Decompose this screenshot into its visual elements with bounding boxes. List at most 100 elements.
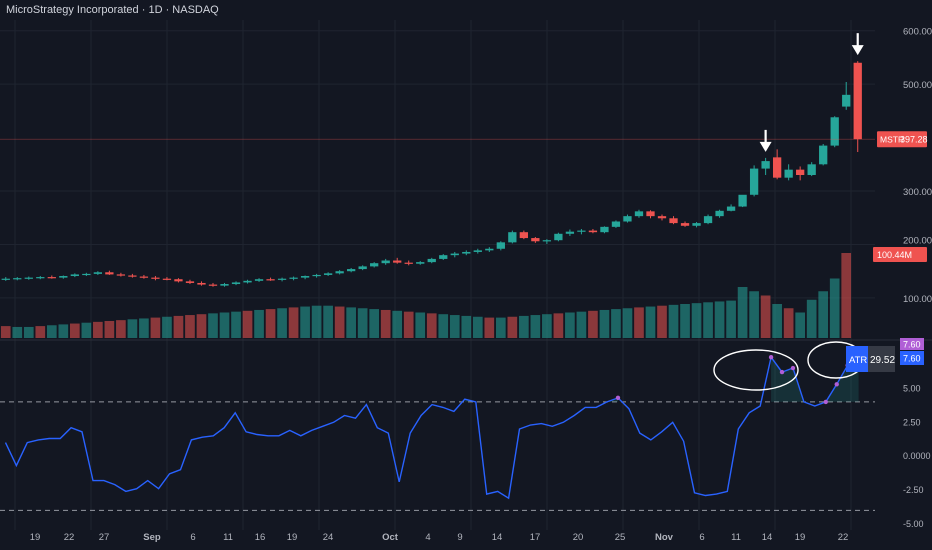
time-tick-label: 19 — [795, 532, 806, 543]
volume-bar — [530, 315, 541, 338]
atr-line — [4, 352, 860, 500]
candle-body — [577, 230, 586, 232]
volume-bar — [415, 312, 426, 338]
candle-body — [853, 62, 862, 140]
time-tick-label: 11 — [223, 532, 233, 543]
candle-body — [254, 279, 264, 281]
candle-body — [427, 258, 436, 263]
time-tick-label: 14 — [492, 532, 503, 543]
atr-pane — [0, 341, 875, 511]
atr-badge-second — [900, 351, 924, 365]
candle-body — [312, 274, 321, 277]
volume-bar — [519, 315, 529, 338]
candle-body — [554, 233, 563, 241]
candle-body — [220, 284, 229, 286]
candle-body — [139, 276, 149, 278]
volume-bar — [323, 305, 333, 338]
volume-bar — [58, 324, 69, 338]
volume-bar — [369, 309, 380, 338]
volume-bar — [231, 311, 241, 338]
atr-marker — [823, 399, 828, 405]
candle-body — [208, 284, 218, 286]
candle-body — [162, 278, 172, 280]
volume-bar — [208, 313, 218, 338]
volume-bar — [611, 309, 621, 338]
volume-bar — [691, 303, 702, 338]
candle-body — [243, 280, 252, 283]
candle-body — [347, 269, 356, 272]
volume-bar — [507, 316, 518, 338]
candle-body — [819, 145, 828, 165]
volume-bar — [162, 316, 172, 338]
candle-body — [116, 274, 126, 276]
volume-badge — [873, 247, 927, 262]
volume-bar — [542, 314, 552, 338]
candle-body — [657, 216, 667, 219]
candle-body — [531, 238, 540, 242]
atr-marker — [834, 382, 839, 387]
candle-body — [36, 277, 45, 279]
grid — [0, 20, 932, 530]
highlight-ellipse — [713, 349, 799, 391]
candle-body — [784, 169, 793, 178]
candle-body — [749, 168, 759, 195]
candle-body — [588, 230, 598, 233]
candle-body — [185, 281, 195, 283]
candle-body — [669, 218, 678, 224]
candle-body — [1, 278, 10, 280]
candle-body — [611, 221, 621, 227]
time-tick-label: Oct — [382, 532, 399, 543]
volume-bar — [772, 304, 782, 338]
candle-body — [323, 273, 333, 275]
atr-marker — [779, 369, 785, 375]
volume-bar — [668, 304, 679, 338]
candle-body — [485, 248, 494, 251]
atr-tick-label: -2.50 — [903, 485, 924, 495]
candle-body — [508, 232, 517, 243]
atr-badge-second-value: 7.60 — [903, 354, 921, 364]
atr-legend-value: 29.52 — [870, 355, 895, 366]
volume-bar — [380, 309, 391, 338]
candle-body — [623, 216, 632, 222]
candle-body — [393, 260, 402, 263]
price-tick-label: 300.00 — [903, 187, 932, 198]
time-tick-label: 4 — [425, 532, 430, 543]
candle-body — [105, 272, 114, 275]
candle-body — [796, 169, 805, 175]
time-tick-label: Nov — [655, 532, 674, 543]
volume-bar — [449, 315, 460, 338]
volume-bar — [357, 308, 368, 338]
down-arrow-icon — [759, 141, 772, 152]
candle-body — [634, 211, 644, 217]
volume-bar — [703, 302, 713, 338]
candle-body — [381, 260, 390, 264]
volume-bar — [841, 253, 852, 338]
volume-bar — [495, 317, 506, 338]
candle-body — [680, 223, 690, 226]
time-tick-label: 27 — [99, 532, 110, 543]
mstr-badge-value: 397.28 — [900, 135, 928, 145]
atr-marker — [790, 365, 796, 371]
atr-tick-label: 0.0000 — [903, 451, 931, 461]
volume-bar — [622, 308, 633, 338]
volume-bar — [334, 306, 345, 338]
time-tick-label: 19 — [287, 532, 298, 543]
candle-body — [772, 157, 782, 178]
volume-bar — [173, 315, 184, 338]
volume-bar — [760, 295, 771, 338]
volume-bar — [93, 321, 103, 338]
candle-body — [600, 226, 609, 233]
candle-body — [231, 282, 241, 285]
volume-bar — [35, 326, 46, 338]
candle-body — [519, 232, 528, 239]
candle-body — [565, 231, 575, 234]
atr-marker — [615, 395, 621, 401]
atr-tick-label: -5.00 — [903, 519, 924, 529]
time-tick-label: Sep — [143, 532, 161, 543]
atr-tick-label: 5.00 — [903, 383, 921, 393]
volume-bar — [472, 316, 483, 338]
volume-bar — [150, 317, 161, 338]
time-tick-label: 6 — [190, 532, 195, 543]
